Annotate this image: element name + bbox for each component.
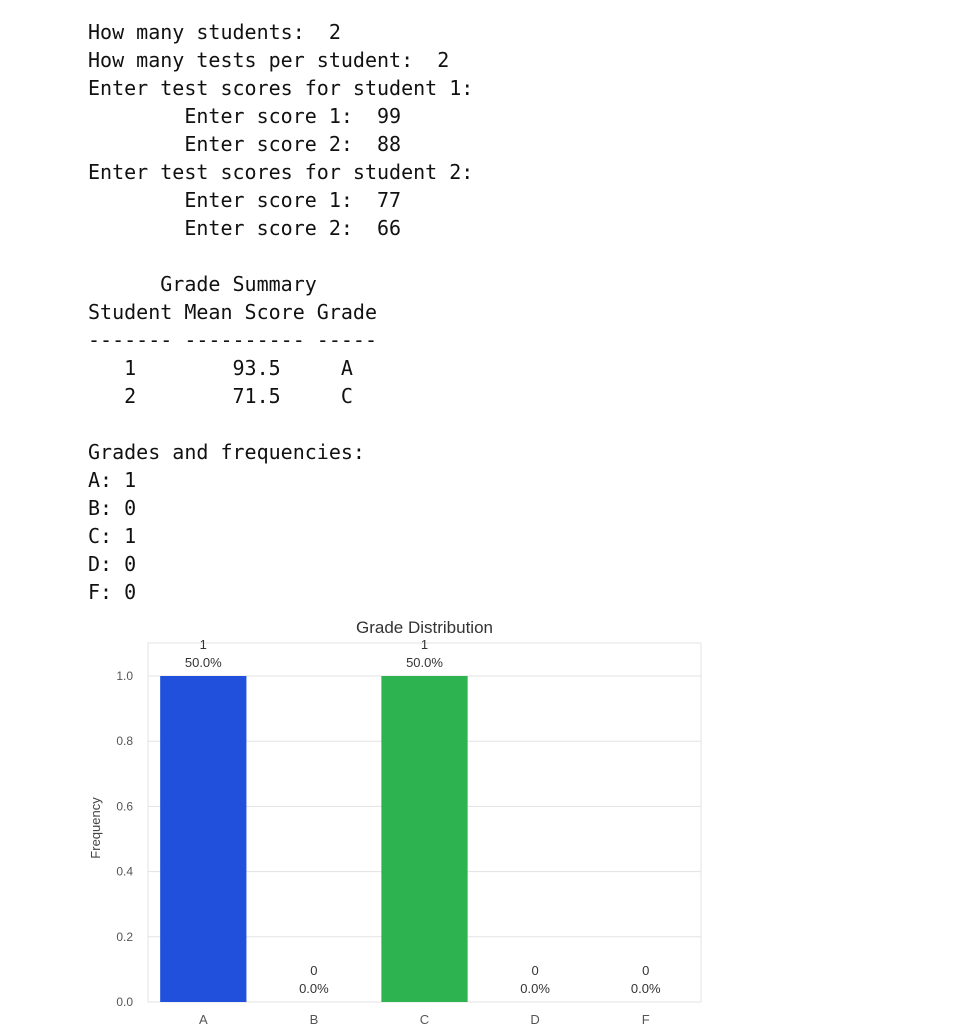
bar-count-label: 0 — [310, 963, 317, 978]
x-tick-label: B — [310, 1012, 319, 1024]
chart-title: Grade Distribution — [356, 618, 493, 637]
bar-count-label: 1 — [200, 637, 207, 652]
bar-count-label: 1 — [421, 637, 428, 652]
plot-frame — [147, 642, 702, 1003]
bar-count-label: 0 — [642, 963, 649, 978]
y-axis-label: Frequency — [88, 797, 103, 859]
console-line: How many students: 2 — [88, 20, 341, 44]
y-tick-label: 0.8 — [116, 734, 133, 748]
y-tick-label: 0.2 — [116, 930, 133, 944]
console-line: Enter test scores for student 1: — [88, 76, 474, 100]
x-tick-label: D — [530, 1012, 539, 1024]
console-line — [88, 242, 473, 270]
bar-percent-label: 0.0% — [520, 981, 550, 996]
console-line — [88, 410, 473, 438]
bar-percent-label: 0.0% — [631, 981, 661, 996]
bar-a — [160, 676, 247, 1002]
console-line: Enter score 1: 99 — [88, 104, 402, 128]
console-line: Enter test scores for student 2: — [88, 160, 474, 184]
bar-percent-label: 50.0% — [185, 655, 222, 670]
bar-count-label: 0 — [531, 963, 538, 978]
console-line: Student Mean Score Grade — [88, 300, 377, 324]
x-tick-label: A — [199, 1012, 208, 1024]
console-line: Enter score 2: 88 — [88, 132, 402, 156]
console-line: 1 93.5 A — [88, 356, 353, 380]
console-line: C: 1 — [88, 524, 137, 548]
bar-c — [381, 676, 468, 1002]
console-line: How many tests per student: 2 — [88, 48, 450, 72]
console-line: Grades and frequencies: — [88, 440, 365, 464]
console-line: Enter score 2: 66 — [88, 216, 402, 240]
console-line: A: 1 — [88, 468, 137, 492]
console-line: D: 0 — [88, 552, 137, 576]
console-line: 2 71.5 C — [88, 384, 353, 408]
console-output: How many students: 2 How many tests per s… — [88, 18, 473, 606]
bar-percent-label: 0.0% — [299, 981, 329, 996]
x-tick-label: C — [420, 1012, 429, 1024]
console-line: B: 0 — [88, 496, 137, 520]
console-line: F: 0 — [88, 580, 137, 604]
y-tick-label: 1.0 — [116, 669, 133, 683]
console-line: ------- ---------- ----- — [88, 328, 377, 352]
x-tick-label: F — [642, 1012, 650, 1024]
y-tick-label: 0.0 — [116, 995, 133, 1009]
bar-percent-label: 50.0% — [406, 655, 443, 670]
console-line: Enter score 1: 77 — [88, 188, 402, 212]
y-tick-label: 0.4 — [116, 865, 133, 879]
y-tick-label: 0.6 — [116, 799, 133, 813]
console-line: Grade Summary — [88, 272, 317, 296]
